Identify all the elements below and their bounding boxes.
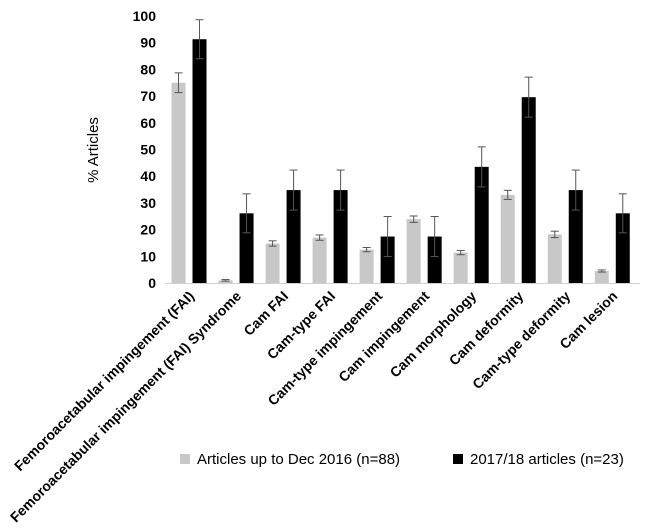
category-label: Cam impingement [335, 288, 432, 385]
y-tick-label: 10 [140, 248, 156, 264]
y-axis-ticks: 0 10 20 30 40 50 60 70 80 90 100 [133, 8, 157, 291]
y-tick-label: 90 [140, 35, 156, 51]
bars [171, 39, 630, 283]
y-tick-label: 20 [140, 222, 156, 238]
bar-series-2 [427, 236, 442, 283]
error-bar-series-2 [430, 216, 439, 258]
bar-series-1 [547, 234, 562, 283]
legend-label-series-1: Articles up to Dec 2016 (n=88) [197, 451, 400, 468]
y-tick-label: 60 [140, 115, 156, 131]
error-bar-series-2 [618, 193, 627, 234]
error-bar-series-1 [268, 240, 277, 247]
bar-series-2 [615, 213, 630, 283]
y-tick-label: 70 [140, 88, 156, 104]
y-tick-label: 30 [140, 195, 156, 211]
bar-series-2 [568, 190, 583, 283]
bar-series-1 [171, 82, 186, 283]
bar-series-1 [312, 237, 327, 283]
error-bar-series-1 [362, 246, 371, 253]
error-bar-series-2 [383, 216, 392, 258]
bar-series-2 [380, 236, 395, 283]
bar-series-2 [192, 39, 207, 283]
bar-series-1 [453, 252, 468, 283]
error-bar-series-1 [456, 249, 465, 256]
bar-series-2 [239, 213, 254, 283]
bar-series-2 [474, 166, 489, 283]
error-bar-series-1 [550, 230, 559, 239]
error-bar-series-2 [524, 76, 533, 118]
error-bar-series-2 [289, 169, 298, 211]
y-tick-label: 100 [133, 8, 157, 24]
bar-series-1 [359, 249, 374, 283]
error-bar-series-2 [336, 169, 345, 211]
bar-series-1 [594, 270, 609, 283]
error-bar-series-1 [221, 279, 230, 282]
bar-series-2 [521, 97, 536, 283]
category-labels: Femoroacetabular impingement (FAI)Femoro… [7, 288, 621, 526]
bar-series-2 [333, 190, 348, 283]
y-axis-label: % Articles [85, 117, 102, 183]
bar-series-1 [500, 194, 515, 283]
error-bar-series-1 [174, 72, 183, 94]
y-tick-label: 50 [140, 142, 156, 158]
category-label: Femoroacetabular impingement (FAI) [11, 288, 197, 474]
bar-series-2 [286, 190, 301, 283]
legend-label-series-2: 2017/18 articles (n=23) [470, 451, 624, 468]
legend-swatch-series-2 [453, 454, 463, 464]
y-tick-label: 40 [140, 168, 156, 184]
bar-series-1 [406, 219, 421, 283]
y-tick-label: 80 [140, 61, 156, 77]
y-tick-label: 0 [148, 275, 156, 291]
error-bar-series-2 [477, 146, 486, 188]
legend-swatch-series-1 [180, 454, 190, 464]
error-bar-series-1 [409, 215, 418, 223]
error-bar-series-2 [195, 19, 204, 60]
category-label: Femoroacetabular impingement (FAI) Syndr… [7, 288, 245, 526]
bar-series-1 [265, 243, 280, 283]
error-bar-series-2 [571, 169, 580, 211]
category-label: Cam morphology [387, 288, 480, 381]
error-bar-series-1 [503, 189, 512, 200]
legend: Articles up to Dec 2016 (n=88) 2017/18 a… [180, 451, 624, 468]
error-bar-series-1 [315, 234, 324, 241]
bar-series-1 [218, 280, 233, 283]
error-bar-series-2 [242, 193, 251, 234]
error-bars [174, 19, 627, 282]
error-bar-series-1 [597, 269, 606, 273]
